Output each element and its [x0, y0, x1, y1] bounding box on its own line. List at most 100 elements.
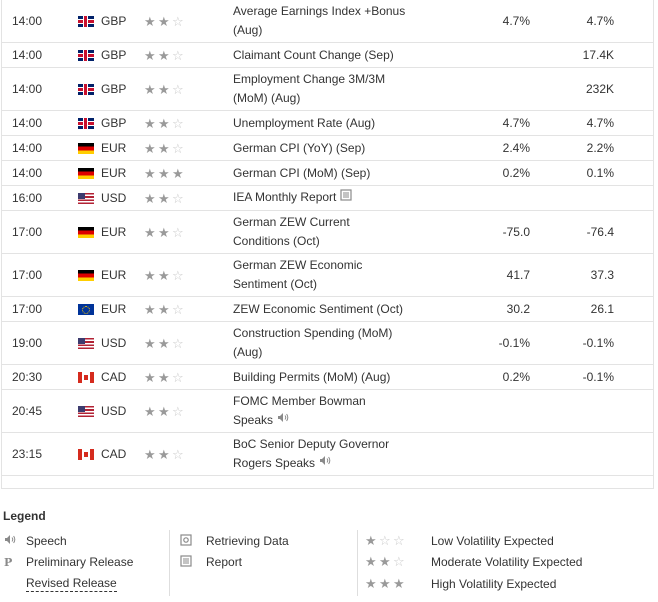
table-row[interactable]: 14:00 EUR ★ ★ ★ German CPI (MoM) (Sep) 0.2% 0.1…: [2, 161, 653, 186]
currency-code: EUR: [101, 302, 127, 316]
actual-value: 4.7%: [502, 14, 530, 28]
speech-icon[interactable]: [277, 411, 289, 430]
retrieving-icon: [180, 533, 200, 549]
event-name[interactable]: Building Permits (MoM) (Aug): [233, 365, 458, 389]
forecast-value: 232K: [585, 82, 614, 96]
legend-column-1: Speech P Preliminary Release Revised Rel…: [0, 530, 168, 596]
event-name[interactable]: Employment Change 3M/3M (MoM) (Aug): [233, 68, 458, 110]
event-title: Building Permits (MoM) (Aug): [233, 369, 391, 384]
table-row[interactable]: 14:00 GBP ★ ★ ☆ Average Earnings Index +Bonus…: [2, 0, 653, 43]
star-full-icon: ★: [172, 165, 184, 181]
event-name[interactable]: Unemployment Rate (Aug): [233, 111, 458, 135]
actual-value: 0.2%: [502, 166, 530, 180]
table-row[interactable]: 14:00 GBP ★ ★ ☆ Unemployment Rate (Aug) 4.7% 4.…: [2, 111, 653, 136]
event-name[interactable]: Claimant Count Change (Sep): [233, 43, 458, 67]
star-full-icon: ★: [158, 446, 170, 462]
star-full-icon: ★: [158, 81, 170, 97]
forecast-value: 2.2%: [586, 141, 614, 155]
table-row[interactable]: 17:00 EUR ★ ★ ☆ German ZEW Economic Sentiment …: [2, 254, 653, 297]
currency-code: EUR: [101, 225, 127, 239]
star-full-icon: ★: [144, 224, 156, 240]
star-empty-icon: ☆: [172, 335, 184, 351]
event-line-2: Conditions (Oct): [233, 232, 350, 251]
actual-value: 41.7: [506, 268, 530, 282]
event-name[interactable]: Construction Spending (MoM) (Aug): [233, 322, 458, 364]
legend-column-2: Retrieving Data Report: [169, 530, 356, 596]
currency-code: EUR: [101, 268, 127, 282]
table-row[interactable]: 16:00 USD ★ ★ ☆ IEA Monthly Report: [2, 186, 653, 211]
event-text: Average Earnings Index +Bonus (Aug): [233, 2, 405, 40]
event-text: Employment Change 3M/3M (MoM) (Aug): [233, 70, 385, 108]
currency-code: USD: [101, 336, 127, 350]
star-full-icon: ★: [144, 165, 156, 181]
star-full-icon: ★: [158, 403, 170, 419]
country-flag-icon: [78, 254, 96, 296]
star-full-icon: ★: [144, 301, 156, 317]
table-row[interactable]: 14:00 EUR ★ ★ ☆ German CPI (YoY) (Sep) 2.4% 2.2…: [2, 136, 653, 161]
table-row[interactable]: 17:00 EUR ★ ★ ☆ ZEW Economic Sentiment (Oct) 3…: [2, 297, 653, 322]
legend-revised[interactable]: Revised Release: [26, 576, 117, 592]
event-name[interactable]: German ZEW Current Conditions (Oct): [233, 211, 458, 253]
table-row[interactable]: 20:45 USD ★ ★ ☆ FOMC Member Bowman Speaks: [2, 390, 653, 433]
star-full-icon: ★: [158, 115, 170, 131]
legend: Speech P Preliminary Release Revised Rel…: [0, 530, 658, 600]
event-time: 14:00: [12, 116, 43, 130]
event-time: 19:00: [12, 336, 43, 350]
table-row[interactable]: 14:00 GBP ★ ★ ☆ Employment Change 3M/3M (MoM) …: [2, 68, 653, 111]
event-name[interactable]: FOMC Member Bowman Speaks: [233, 390, 458, 432]
event-name[interactable]: German ZEW Economic Sentiment (Oct): [233, 254, 458, 296]
event-title: ZEW Economic Sentiment (Oct): [233, 301, 404, 316]
event-name[interactable]: Average Earnings Index +Bonus (Aug): [233, 0, 458, 42]
event-title: IEA Monthly Report: [233, 190, 337, 205]
event-name[interactable]: BoC Senior Deputy Governor Rogers Speaks: [233, 433, 458, 475]
table-row[interactable]: 23:15 CAD ★ ★ ☆ BoC Senior Deputy Governor Rog…: [2, 433, 653, 476]
table-row[interactable]: 19:00 USD ★ ★ ☆ Construction Spending (MoM) (A…: [2, 322, 653, 365]
currency-code: GBP: [101, 116, 127, 130]
legend-high-volatility: ★ ★ ★ High Volatility Expected: [365, 576, 557, 591]
country-flag-icon: [78, 161, 96, 185]
forecast-value: 17.4K: [582, 48, 614, 62]
event-line-1: German ZEW Current: [233, 213, 350, 232]
volatility-stars: ★ ★ ☆: [144, 365, 200, 389]
star-empty-icon: ☆: [172, 369, 184, 385]
star-full-icon: ★: [158, 369, 170, 385]
event-title: German CPI (YoY) (Sep): [233, 140, 366, 155]
event-name[interactable]: German CPI (MoM) (Sep): [233, 161, 458, 185]
de-flag-icon: [78, 142, 94, 154]
actual-value: -75.0: [502, 225, 530, 239]
actual-value: [450, 390, 530, 432]
event-title: German ZEW Current: [233, 215, 350, 229]
star-empty-icon: ☆: [172, 47, 184, 63]
forecast-value: 4.7%: [586, 116, 614, 130]
star-empty-icon: ☆: [172, 140, 184, 156]
volatility-stars: ★ ★ ☆: [144, 136, 200, 160]
event-line-1: FOMC Member Bowman: [233, 392, 366, 411]
actual-value: [450, 433, 530, 475]
legend-retrieving: Retrieving Data: [180, 531, 289, 551]
event-name[interactable]: ZEW Economic Sentiment (Oct): [233, 297, 458, 321]
star-full-icon: ★: [144, 335, 156, 351]
speech-icon[interactable]: [319, 454, 331, 473]
event-line-1: IEA Monthly Report: [233, 188, 352, 207]
high-volatility-stars: ★ ★ ★: [365, 576, 405, 591]
event-text: German CPI (YoY) (Sep): [233, 139, 365, 158]
report-icon[interactable]: [340, 189, 352, 208]
table-row[interactable]: 20:30 CAD ★ ★ ☆ Building Permits (MoM) (Aug) 0…: [2, 365, 653, 390]
forecast-value: 26.1: [590, 302, 614, 316]
event-line-2: (MoM) (Aug): [233, 89, 385, 108]
country-flag-icon: [78, 111, 96, 135]
eu-flag-icon: [78, 303, 94, 315]
table-row[interactable]: 14:00 GBP ★ ★ ☆ Claimant Count Change (Sep) 17…: [2, 43, 653, 68]
actual-value: 4.7%: [502, 116, 530, 130]
star-full-icon: ★: [158, 335, 170, 351]
event-title-continued: (Aug): [233, 345, 263, 359]
event-name[interactable]: German CPI (YoY) (Sep): [233, 136, 458, 160]
event-text: ZEW Economic Sentiment (Oct): [233, 300, 403, 319]
event-line-2: Speaks: [233, 411, 366, 430]
forecast-value: 4.7%: [586, 14, 614, 28]
event-text: Unemployment Rate (Aug): [233, 114, 375, 133]
legend-report: Report: [180, 552, 242, 572]
table-row[interactable]: 17:00 EUR ★ ★ ☆ German ZEW Current Conditions …: [2, 211, 653, 254]
volatility-stars: ★ ★ ☆: [144, 186, 200, 210]
event-name[interactable]: IEA Monthly Report: [233, 186, 458, 210]
